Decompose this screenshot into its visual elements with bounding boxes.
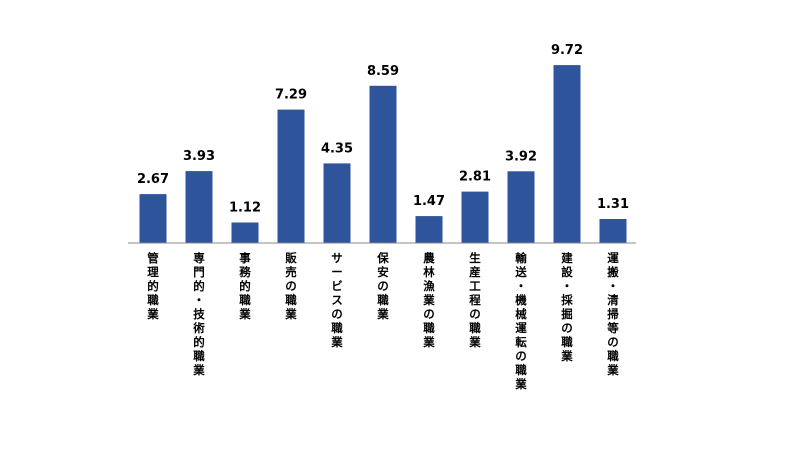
category-label-1: 管理的職業 [146,251,159,321]
category-label-11: 運搬・清掃等の職業 [606,251,619,377]
bars-group [139,65,627,243]
bar-3 [231,222,259,243]
value-label-9: 3.92 [505,149,537,164]
bar-11 [599,219,627,243]
category-label-9: 輸送・機械運転の職業 [514,251,527,391]
bar-7 [415,216,443,243]
category-label-6: 保安の職業 [376,251,389,321]
category-label-7: 農林漁業の職業 [422,251,435,349]
value-labels-group: 2.67 3.93 1.12 7.29 4.35 8.59 1.47 2.81 3.92 9.72… [137,43,629,215]
bar-1 [139,194,167,243]
bar-8 [461,191,489,243]
bar-9 [507,171,535,243]
value-label-5: 4.35 [321,141,353,156]
category-labels-group: 管理的職業 専門的・技術的職業 事務的職業 販売の職業 サービスの職業 保安の職業 農林漁業… [146,251,619,391]
bar-10 [553,65,581,243]
category-label-10: 建設・採掘の職業 [560,251,573,363]
value-label-1: 2.67 [137,172,169,187]
category-label-4: 販売の職業 [284,251,297,321]
category-label-3: 事務的職業 [238,251,251,321]
value-label-11: 1.31 [597,197,629,212]
bar-6 [369,85,397,243]
value-label-7: 1.47 [413,194,445,209]
category-label-8: 生産工程の職業 [468,251,481,349]
bar-5 [323,163,351,243]
category-label-5: サービスの職業 [330,251,343,349]
value-label-3: 1.12 [229,201,261,216]
value-label-2: 3.93 [183,149,215,164]
value-label-8: 2.81 [459,170,491,185]
category-label-2: 専門的・技術的職業 [192,251,205,377]
value-label-10: 9.72 [551,43,583,58]
value-label-4: 7.29 [275,88,307,103]
bar-2 [185,171,213,243]
value-label-6: 8.59 [367,64,399,79]
bar-4 [277,109,305,243]
